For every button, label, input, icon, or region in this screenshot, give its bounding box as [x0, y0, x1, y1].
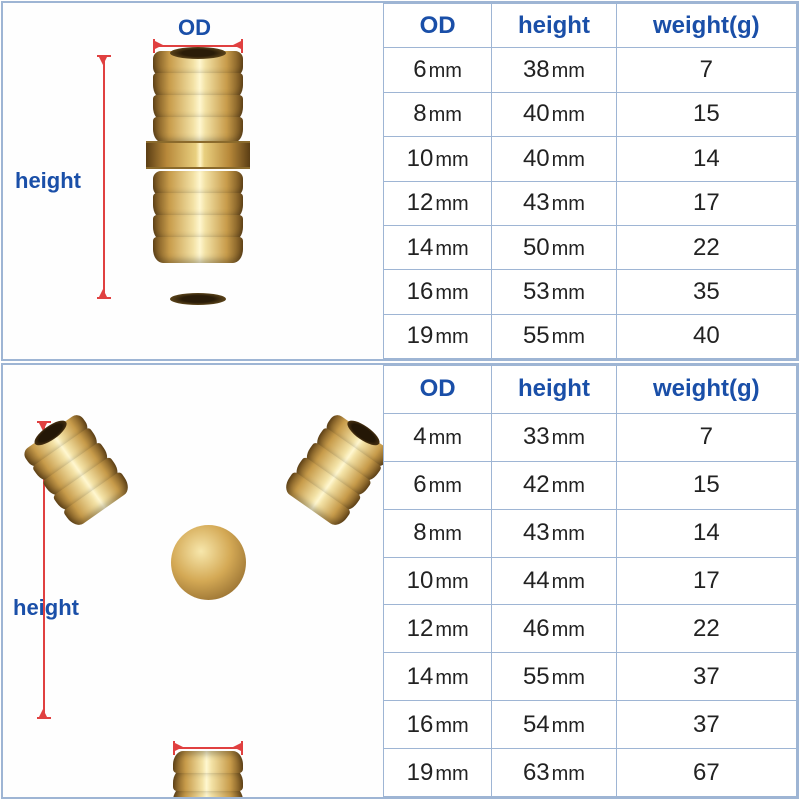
table-cell: 15 — [616, 92, 796, 136]
section-y: height OD — [1, 363, 799, 799]
label-height-bottom: height — [13, 595, 79, 621]
label-od-top: OD — [178, 15, 211, 41]
table-row: 6mm42mm15 — [384, 461, 797, 509]
table-cell: 16mm — [384, 701, 492, 749]
table-cell: 10mm — [384, 137, 492, 181]
fitting-straight-graphic — [153, 51, 243, 301]
table-cell: 40mm — [492, 137, 616, 181]
col-header: OD — [384, 366, 492, 414]
table-cell: 14mm — [384, 225, 492, 269]
table-row: 4mm33mm7 — [384, 413, 797, 461]
table-cell: 10mm — [384, 557, 492, 605]
table-row: 12mm43mm17 — [384, 181, 797, 225]
table-cell: 53mm — [492, 270, 616, 314]
table-row: 10mm44mm17 — [384, 557, 797, 605]
section-straight: OD height ODheightweight(g)6mm38mm78 — [1, 1, 799, 361]
table-cell: 12mm — [384, 605, 492, 653]
table-cell: 42mm — [492, 461, 616, 509]
table-cell: 19mm — [384, 314, 492, 358]
table-row: 8mm43mm14 — [384, 509, 797, 557]
table-cell: 38mm — [492, 48, 616, 92]
table-cell: 17 — [616, 181, 796, 225]
table-cell: 12mm — [384, 181, 492, 225]
table-cell: 50mm — [492, 225, 616, 269]
table-cell: 55mm — [492, 653, 616, 701]
table-cell: 40 — [616, 314, 796, 358]
table-cell: 44mm — [492, 557, 616, 605]
col-header: height — [492, 366, 616, 414]
table-cell: 43mm — [492, 181, 616, 225]
diagram-straight: OD height — [3, 3, 383, 359]
table-cell: 6mm — [384, 461, 492, 509]
table-cell: 55mm — [492, 314, 616, 358]
table-cell: 4mm — [384, 413, 492, 461]
table-cell: 22 — [616, 605, 796, 653]
table-cell: 43mm — [492, 509, 616, 557]
spec-table-top: ODheightweight(g)6mm38mm78mm40mm1510mm40… — [383, 3, 797, 359]
table-row: 14mm50mm22 — [384, 225, 797, 269]
table-row: 8mm40mm15 — [384, 92, 797, 136]
table-cell: 15 — [616, 461, 796, 509]
col-header: weight(g) — [616, 366, 796, 414]
table-straight: ODheightweight(g)6mm38mm78mm40mm1510mm40… — [383, 3, 797, 359]
table-cell: 14 — [616, 137, 796, 181]
col-header: weight(g) — [616, 4, 796, 48]
table-cell: 7 — [616, 413, 796, 461]
table-cell: 37 — [616, 701, 796, 749]
table-row: 16mm54mm37 — [384, 701, 797, 749]
table-cell: 6mm — [384, 48, 492, 92]
col-header: height — [492, 4, 616, 48]
table-row: 6mm38mm7 — [384, 48, 797, 92]
table-cell: 40mm — [492, 92, 616, 136]
table-cell: 63mm — [492, 749, 616, 797]
col-header: OD — [384, 4, 492, 48]
spec-table-bottom: ODheightweight(g)4mm33mm76mm42mm158mm43m… — [383, 365, 797, 797]
table-cell: 54mm — [492, 701, 616, 749]
table-cell: 8mm — [384, 509, 492, 557]
table-row: 19mm55mm40 — [384, 314, 797, 358]
table-cell: 33mm — [492, 413, 616, 461]
table-cell: 14 — [616, 509, 796, 557]
table-cell: 14mm — [384, 653, 492, 701]
diagram-y: height OD — [3, 365, 383, 797]
table-cell: 17 — [616, 557, 796, 605]
table-row: 10mm40mm14 — [384, 137, 797, 181]
table-y: ODheightweight(g)4mm33mm76mm42mm158mm43m… — [383, 365, 797, 797]
dim-height-top — [103, 55, 105, 299]
table-cell: 37 — [616, 653, 796, 701]
table-row: 12mm46mm22 — [384, 605, 797, 653]
table-row: 14mm55mm37 — [384, 653, 797, 701]
table-cell: 35 — [616, 270, 796, 314]
table-cell: 67 — [616, 749, 796, 797]
table-cell: 8mm — [384, 92, 492, 136]
fitting-y-graphic — [83, 415, 333, 705]
table-cell: 19mm — [384, 749, 492, 797]
table-cell: 7 — [616, 48, 796, 92]
table-cell: 22 — [616, 225, 796, 269]
table-row: 16mm53mm35 — [384, 270, 797, 314]
table-cell: 46mm — [492, 605, 616, 653]
table-cell: 16mm — [384, 270, 492, 314]
label-height-top: height — [15, 168, 81, 194]
table-row: 19mm63mm67 — [384, 749, 797, 797]
